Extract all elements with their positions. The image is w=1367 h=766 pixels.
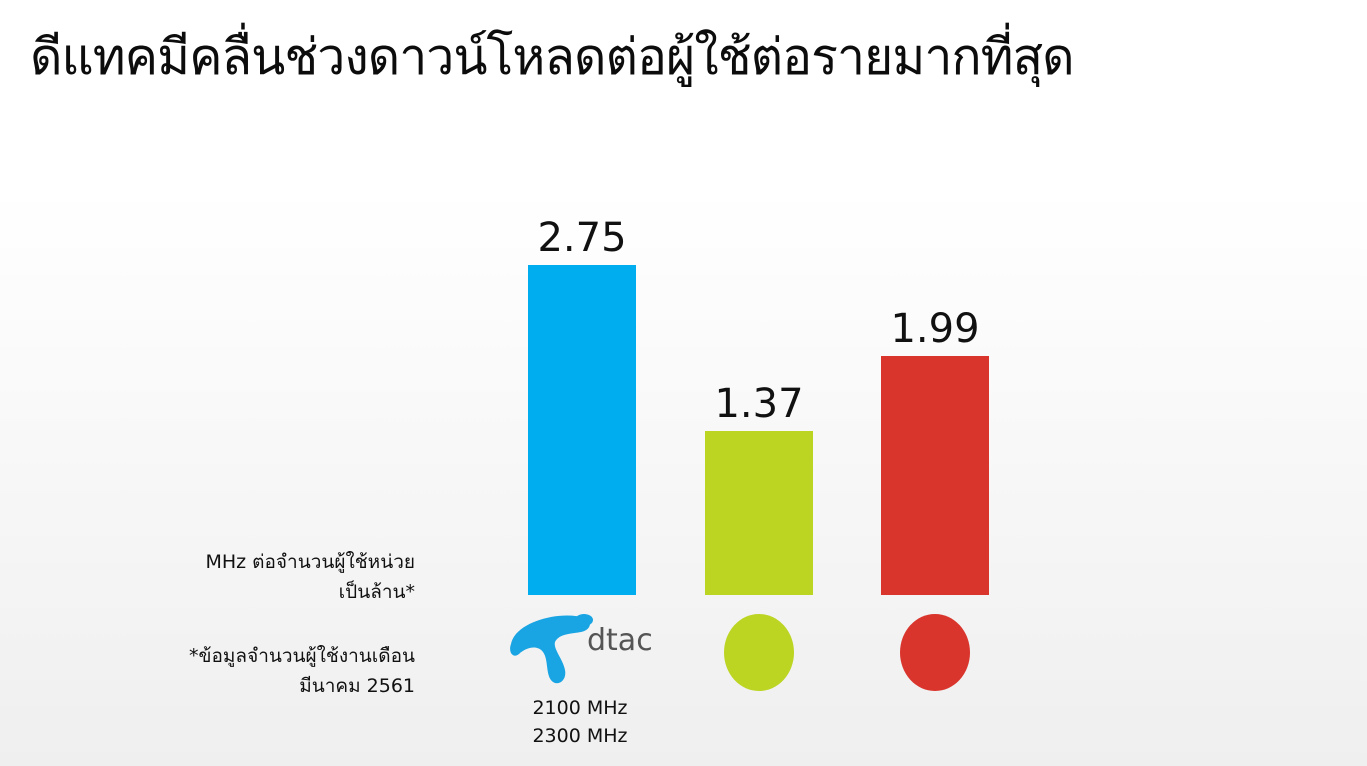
y-axis-label-line-1: MHz ต่อจำนวนผู้ใช้หน่วย [205, 551, 415, 573]
dtac-swirl-icon [510, 614, 593, 684]
value-label-operator-3: 1.99 [890, 306, 980, 353]
operator-2-circle-icon [724, 614, 794, 691]
dtac-logo-text: dtac [587, 623, 653, 658]
footnote: *ข้อมูลจำนวนผู้ใช้งานเดือน มีนาคม 2561 [189, 641, 415, 701]
operator-3-circle-icon [900, 614, 970, 691]
bar-operator-2 [705, 430, 813, 595]
frequency-2100: 2100 MHz [532, 697, 628, 719]
dtac-frequencies: 2100 MHz 2300 MHz [520, 694, 640, 750]
footnote-line-1: *ข้อมูลจำนวนผู้ใช้งานเดือน [189, 645, 415, 667]
footnote-line-2: มีนาคม 2561 [299, 675, 415, 697]
frequency-2300: 2300 MHz [532, 725, 628, 747]
dtac-logo: dtac [510, 614, 653, 684]
value-label-dtac: 2.75 [537, 215, 627, 261]
bar-operator-3 [881, 356, 989, 595]
y-axis-label-line-2: เป็นล้าน* [338, 581, 415, 603]
value-label-operator-2: 1.37 [714, 380, 804, 427]
bar-dtac [528, 265, 636, 595]
y-axis-label: MHz ต่อจำนวนผู้ใช้หน่วย เป็นล้าน* [205, 547, 415, 607]
page-title: ดีแทคมีคลื่นช่วงดาวน์โหลดต่อผู้ใช้ต่อราย… [30, 28, 1075, 86]
